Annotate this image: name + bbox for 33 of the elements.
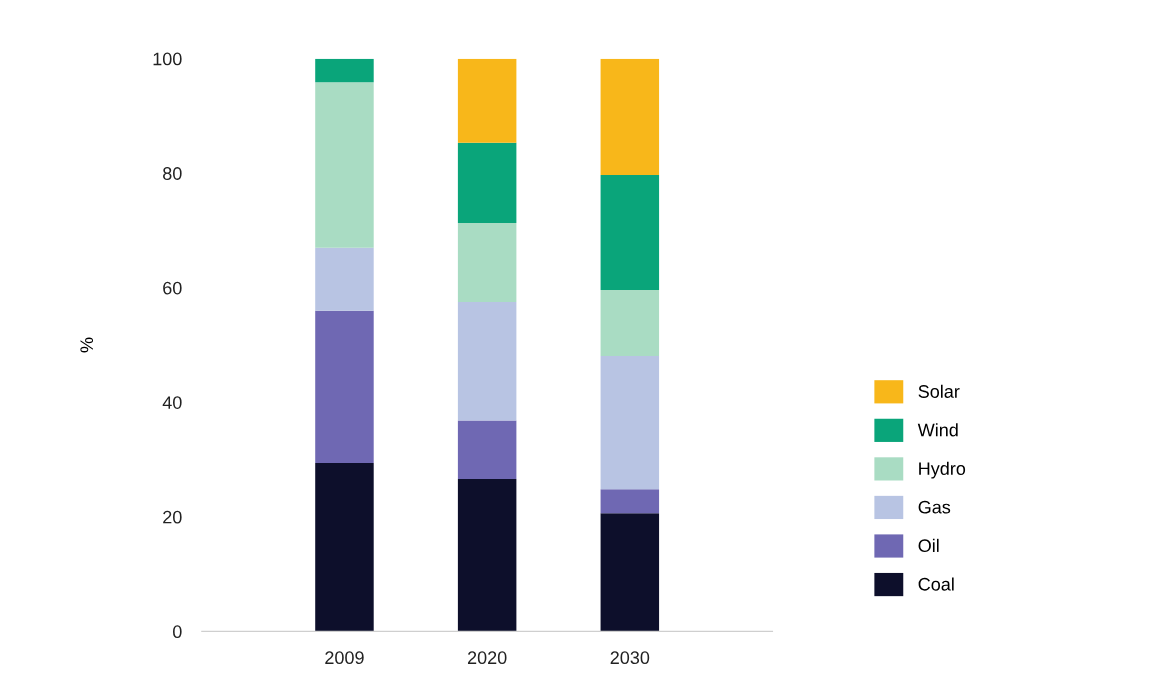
legend-label: Hydro bbox=[919, 461, 966, 479]
y-tick-label: 60 bbox=[163, 281, 182, 295]
bar bbox=[600, 513, 660, 632]
bar bbox=[600, 290, 660, 356]
legend-label: Gas bbox=[918, 500, 951, 514]
y-axis-title: % bbox=[80, 337, 94, 353]
bar bbox=[457, 142, 517, 224]
bar bbox=[315, 462, 374, 632]
x-tick-label: 2009 bbox=[325, 651, 364, 665]
bar bbox=[315, 310, 374, 463]
bar bbox=[315, 247, 374, 311]
bar bbox=[457, 223, 517, 303]
x-tick-label: 2030 bbox=[610, 651, 650, 665]
y-tick-label: 80 bbox=[163, 167, 182, 180]
y-tick-label: 0 bbox=[173, 625, 182, 639]
legend-label: Solar bbox=[918, 384, 960, 398]
bar bbox=[315, 82, 374, 248]
bar bbox=[600, 489, 660, 514]
bar bbox=[315, 58, 374, 83]
bar bbox=[600, 58, 660, 175]
bar bbox=[457, 479, 517, 632]
legend-label: Wind bbox=[917, 423, 958, 437]
y-tick-label: 40 bbox=[162, 396, 182, 409]
legend-label: Coal bbox=[918, 577, 954, 591]
bar bbox=[600, 174, 660, 291]
bar bbox=[600, 355, 660, 490]
bar bbox=[457, 58, 517, 143]
bar bbox=[457, 302, 517, 421]
y-tick-label: 100 bbox=[153, 52, 182, 66]
bar bbox=[457, 420, 517, 480]
y-tick-label: 20 bbox=[163, 510, 182, 524]
x-tick-label: 2020 bbox=[467, 651, 507, 665]
legend-label: Oil bbox=[918, 538, 939, 553]
